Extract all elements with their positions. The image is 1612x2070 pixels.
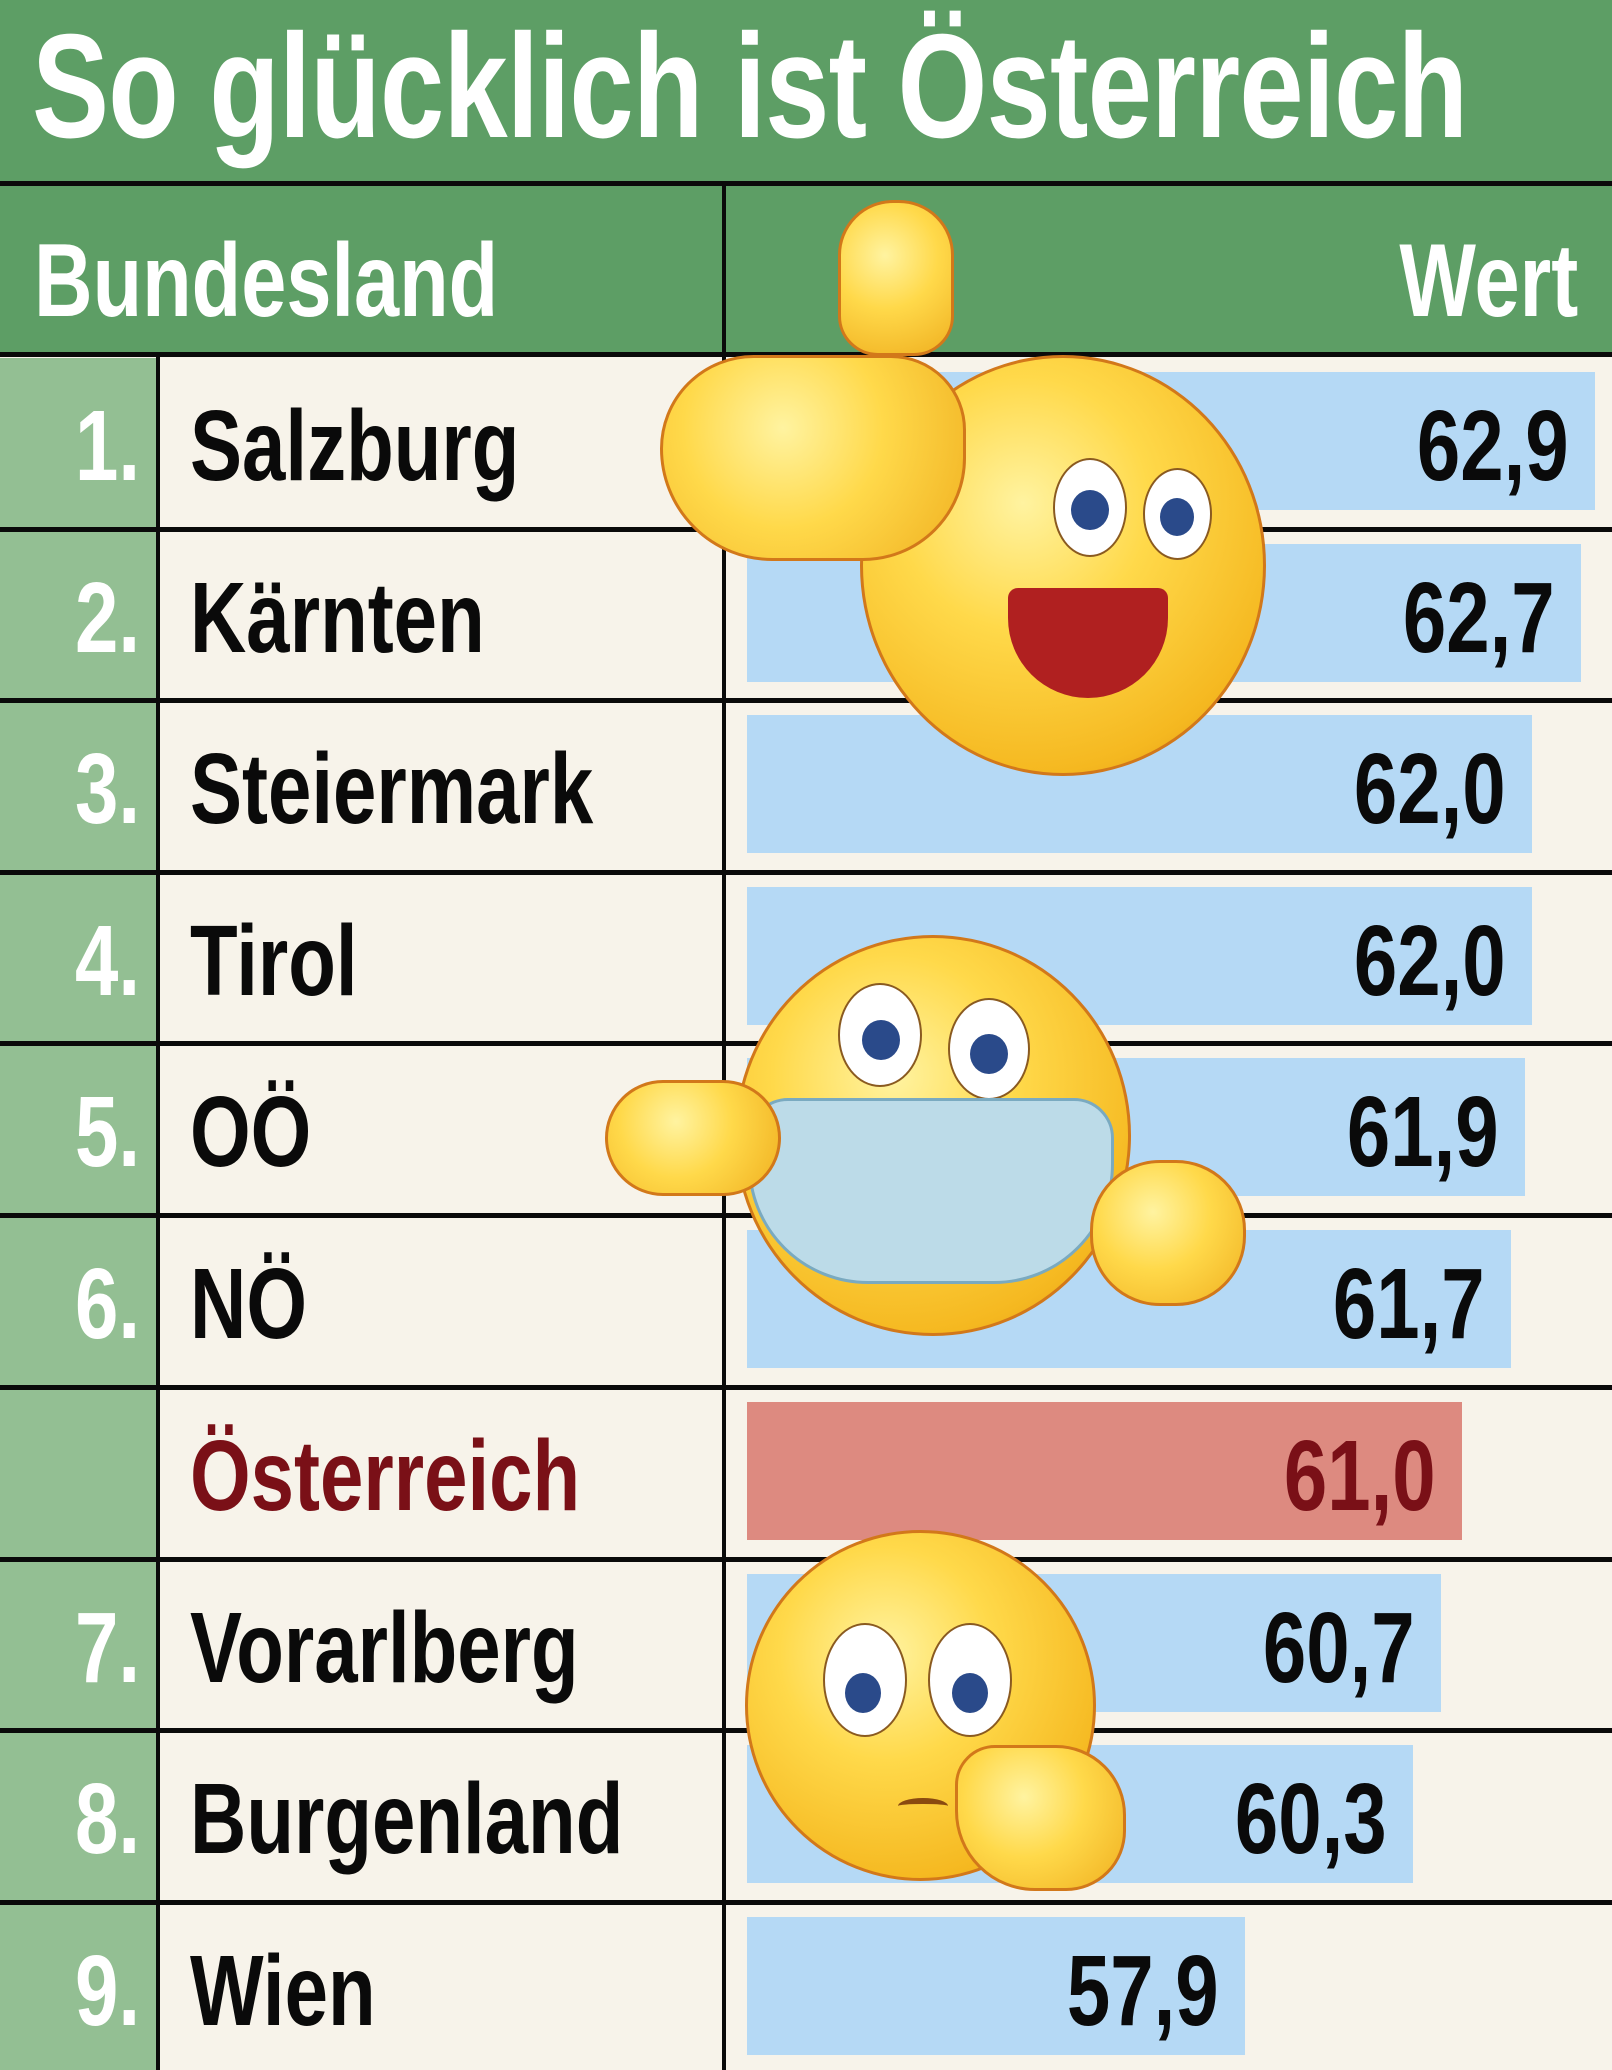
- rank-number: 3.: [74, 733, 140, 845]
- divider: [0, 352, 1612, 357]
- rank-number: 8.: [74, 1763, 140, 1875]
- rank-number: 5.: [74, 1076, 140, 1188]
- bundesland-name: Salzburg: [190, 390, 520, 502]
- divider: [0, 1900, 1612, 1905]
- value-label: 61,0: [1284, 1420, 1436, 1532]
- divider: [0, 698, 1612, 703]
- thumb-icon: [838, 200, 954, 356]
- bundesland-name: Steiermark: [190, 733, 594, 845]
- value-label: 61,9: [1347, 1076, 1499, 1188]
- value-label: 60,3: [1235, 1763, 1387, 1875]
- value-bar: 61,0: [747, 1402, 1462, 1540]
- chart-title: So glücklich ist Österreich: [32, 4, 1468, 169]
- column-header-bundesland: Bundesland: [34, 223, 499, 339]
- value-label: 57,9: [1067, 1935, 1219, 2047]
- divider: [0, 181, 1612, 186]
- value-label: 62,0: [1354, 733, 1506, 845]
- table-row: 3. Steiermark 62,0: [0, 701, 1612, 869]
- rank-number: 2.: [74, 562, 140, 674]
- masked-face-icon: [735, 935, 1131, 1336]
- title-bar: So glücklich ist Österreich: [0, 0, 1612, 182]
- fist-icon: [660, 355, 966, 561]
- divider: [0, 1385, 1612, 1390]
- bundesland-name: Burgenland: [190, 1763, 624, 1875]
- pointing-hand-right-icon: [1090, 1160, 1246, 1306]
- value-label: 61,7: [1333, 1248, 1485, 1360]
- table-row-average: Österreich 61,0: [0, 1388, 1612, 1556]
- value-bar: 57,9: [747, 1917, 1245, 2055]
- bundesland-name: Tirol: [190, 905, 358, 1017]
- value-label: 60,7: [1263, 1592, 1415, 1704]
- bundesland-name: NÖ: [190, 1248, 307, 1360]
- value-label: 62,0: [1354, 905, 1506, 1017]
- bundesland-name: Österreich: [190, 1420, 581, 1532]
- header-row: Bundesland Wert: [0, 186, 1612, 354]
- bundesland-name: Kärnten: [190, 562, 485, 674]
- rank-number: 9.: [74, 1935, 140, 2047]
- rank-number: 4.: [74, 905, 140, 1017]
- divider: [0, 1557, 1612, 1562]
- rank-number: 1.: [74, 390, 140, 502]
- table-row: 9. Wien 57,9: [0, 1903, 1612, 2070]
- rank-number: 6.: [74, 1248, 140, 1360]
- open-hand-icon: [955, 1745, 1126, 1891]
- value-label: 62,9: [1417, 390, 1569, 502]
- bundesland-name: OÖ: [190, 1076, 312, 1188]
- value-label: 62,7: [1403, 562, 1555, 674]
- divider: [156, 356, 160, 2070]
- divider: [0, 870, 1612, 875]
- bundesland-name: Vorarlberg: [190, 1592, 579, 1704]
- pointing-hand-left-icon: [605, 1080, 781, 1196]
- column-header-wert: Wert: [1399, 223, 1578, 339]
- rank-number: 7.: [74, 1592, 140, 1704]
- bundesland-name: Wien: [190, 1935, 376, 2047]
